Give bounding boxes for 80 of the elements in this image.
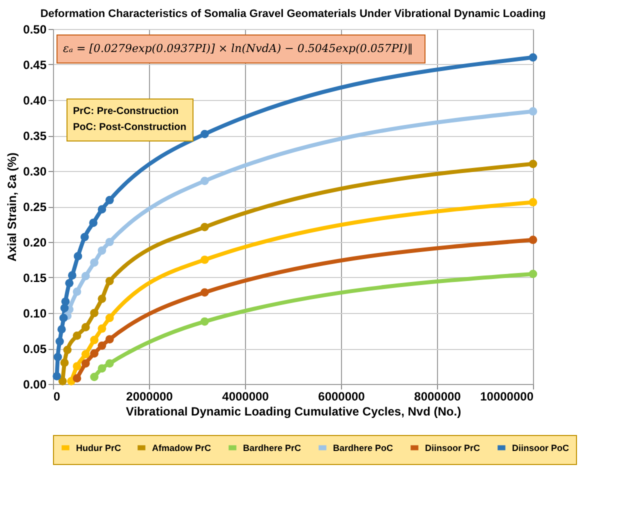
- y-axis-title: Axial Strain, Ɛa (%): [5, 152, 20, 262]
- point: [90, 349, 98, 358]
- legend-label: Bardhere PoC: [333, 442, 394, 453]
- point: [200, 317, 209, 326]
- point: [81, 350, 90, 358]
- point: [200, 176, 209, 186]
- x-tick-label: 10000000: [480, 390, 534, 404]
- legend-label: Afmadow PrC: [152, 442, 212, 453]
- y-tick-label: 0.10: [23, 306, 47, 320]
- point: [200, 130, 209, 138]
- point: [105, 335, 114, 344]
- y-tick-label: 0.20: [23, 236, 47, 250]
- point: [72, 288, 82, 296]
- point: [52, 372, 62, 380]
- point: [65, 279, 74, 288]
- point: [200, 288, 209, 297]
- point: [105, 196, 114, 204]
- point: [105, 238, 114, 246]
- point: [57, 325, 66, 334]
- y-tick-label: 0.30: [23, 164, 47, 178]
- point: [528, 107, 538, 116]
- x-tick-label: 6000000: [318, 390, 366, 404]
- x-tick-label: 4000000: [222, 390, 270, 404]
- point: [105, 359, 114, 368]
- x-tick-label: 2000000: [126, 390, 174, 404]
- x-axis-title: Vibrational Dynamic Loading Cumulative Cycles, Nvd (No.): [126, 404, 462, 418]
- point: [80, 232, 89, 242]
- legend-label: Hudur PrC: [76, 442, 122, 453]
- y-tick-label: 0.50: [23, 22, 47, 36]
- y-tick-label: 0.40: [23, 94, 47, 108]
- point: [81, 323, 90, 332]
- point: [98, 324, 106, 333]
- point: [89, 218, 98, 228]
- point: [68, 271, 76, 280]
- y-tick-label: 0.45: [23, 58, 47, 72]
- x-tick-label: 8000000: [414, 390, 462, 404]
- x-tick-label: 0: [54, 390, 60, 404]
- point: [56, 337, 64, 346]
- point: [528, 236, 538, 244]
- chart-title: Deformation Characteristics of Somalia Gravel Geomaterials Under Vibrational Dynamic Loading: [40, 8, 546, 20]
- point: [72, 374, 82, 382]
- point: [98, 364, 106, 373]
- annotation: PrC: Pre-Construction: [73, 106, 179, 117]
- point: [59, 314, 68, 322]
- point: [105, 314, 114, 322]
- point: [74, 252, 82, 260]
- point: [54, 352, 62, 362]
- point: [105, 276, 114, 286]
- annotation: PoC: Post-Construction: [73, 122, 186, 133]
- point: [98, 294, 106, 303]
- point: [61, 297, 70, 306]
- point: [528, 53, 538, 62]
- point: [72, 362, 82, 370]
- legend-label: Diinsoor PrC: [425, 442, 481, 453]
- point: [200, 256, 209, 264]
- y-tick-label: 0.15: [23, 271, 47, 285]
- point: [58, 376, 67, 386]
- legend-label: Bardhere PrC: [243, 442, 302, 453]
- y-tick-label: 0.25: [23, 200, 47, 214]
- point: [72, 332, 82, 340]
- point: [90, 258, 98, 267]
- point: [81, 359, 90, 368]
- point: [200, 222, 209, 232]
- point: [528, 270, 538, 278]
- point: [90, 336, 98, 344]
- y-tick-label: 0.35: [23, 129, 47, 143]
- point: [81, 272, 90, 280]
- y-tick-label: 0.00: [23, 378, 47, 392]
- point: [98, 341, 106, 350]
- point: [528, 160, 538, 168]
- point: [98, 246, 106, 255]
- point: [528, 198, 538, 206]
- point: [98, 205, 106, 214]
- y-tick-label: 0.05: [23, 342, 47, 356]
- point: [90, 372, 98, 382]
- legend-label: Diinsoor PoC: [512, 442, 570, 453]
- point: [90, 308, 98, 318]
- point: [60, 358, 69, 367]
- point: [63, 346, 72, 354]
- annotation: εₐ = [0.0279exp(0.0937PI)] × ln(NvdA) − 0.5045exp(0.057PI)‖: [63, 42, 413, 55]
